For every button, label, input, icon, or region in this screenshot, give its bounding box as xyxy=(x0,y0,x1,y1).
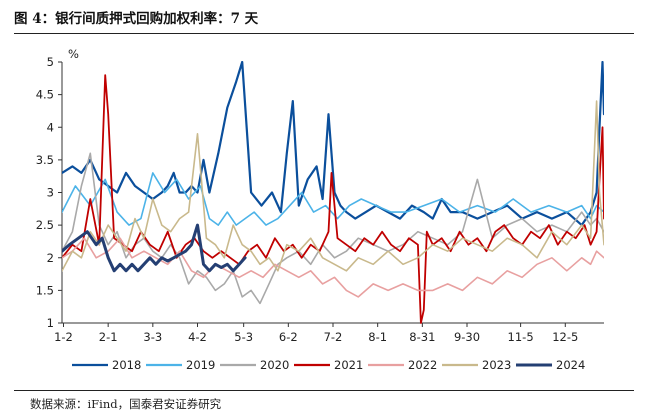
y-tick-label: 1.5 xyxy=(36,283,54,297)
series-line-2022 xyxy=(62,237,604,298)
title-rule xyxy=(14,33,634,34)
y-tick-label: 1 xyxy=(47,316,54,330)
figure-title: 图 4：银行间质押式回购加权利率：7 天 xyxy=(14,11,259,27)
series-line-2024 xyxy=(62,223,247,273)
series-line-2019 xyxy=(62,172,604,226)
source-note: 数据来源：iFind，国泰君安证券研究 xyxy=(30,397,222,411)
line-chart: 1 1.5 2 2.5 3 3.5 4 4.5 5 1-2 2-1 3-3 4-2 5-3 6-2 7-2 8… xyxy=(36,47,604,372)
x-tick-label: 6-2 xyxy=(279,330,298,344)
legend-label-2020: 2020 xyxy=(260,358,289,372)
y-axis: 1 1.5 2 2.5 3 3.5 4 4.5 5 xyxy=(36,55,62,330)
legend: 2018 2019 2020 2021 2022 2023 2024 xyxy=(72,358,585,372)
x-tick-label: 9-30 xyxy=(454,330,480,344)
series-line-2023 xyxy=(62,100,604,272)
x-tick-label: 12-5 xyxy=(552,330,578,344)
x-tick-label: 2-1 xyxy=(99,330,118,344)
x-tick-label: 3-3 xyxy=(143,330,162,344)
series-lines xyxy=(62,61,604,324)
series-line-2018 xyxy=(62,61,604,227)
x-tick-label: 7-2 xyxy=(324,330,343,344)
source-rule xyxy=(14,390,634,391)
y-tick-label: 2 xyxy=(47,251,54,265)
series-line-2021 xyxy=(62,74,604,324)
y-tick-label: 2.5 xyxy=(36,218,54,232)
y-tick-label: 3 xyxy=(47,186,54,200)
x-tick-label: 11-5 xyxy=(508,330,534,344)
x-tick-label: 8-31 xyxy=(409,330,435,344)
y-tick-label: 4 xyxy=(47,120,54,134)
x-tick-label: 1-2 xyxy=(54,330,73,344)
y-tick-label: 3.5 xyxy=(36,153,54,167)
x-tick-label: 4-2 xyxy=(188,330,207,344)
legend-label-2022: 2022 xyxy=(408,358,437,372)
y-tick-label: 4.5 xyxy=(36,88,54,102)
y-tick-label: 5 xyxy=(47,55,54,69)
legend-label-2018: 2018 xyxy=(112,358,141,372)
x-axis: 1-2 2-1 3-3 4-2 5-3 6-2 7-2 8-1 8-31 9-30 11-5 12-5 xyxy=(54,323,578,344)
legend-label-2023: 2023 xyxy=(482,358,511,372)
x-tick-label: 8-1 xyxy=(368,330,387,344)
legend-label-2019: 2019 xyxy=(186,358,215,372)
x-tick-label: 5-3 xyxy=(234,330,253,344)
y-axis-unit-label: % xyxy=(68,47,79,61)
legend-label-2024: 2024 xyxy=(556,358,585,372)
legend-label-2021: 2021 xyxy=(334,358,363,372)
